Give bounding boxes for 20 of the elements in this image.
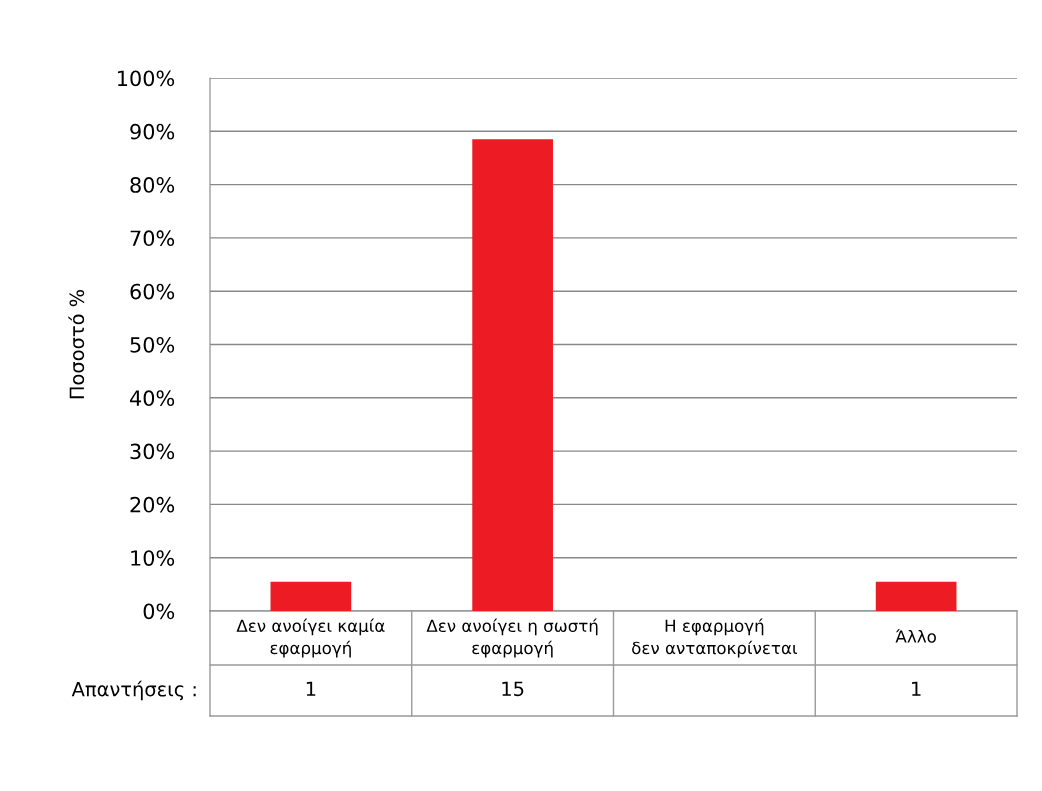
x-tick-label: Η εφαρμογή δεν ανταποκρίνεται — [632, 618, 797, 658]
x-tick-label: Δεν ανοίγει καμία εφαρμογή — [236, 618, 385, 658]
y-tick-label: 40% — [129, 390, 175, 407]
y-tick-label: 50% — [130, 336, 175, 353]
y-tick-label: 20% — [130, 496, 175, 513]
y-tick-label: 10% — [131, 550, 175, 566]
y-tick-label: 90% — [130, 123, 175, 140]
text: 15 — [502, 681, 524, 697]
x-tick-label: Δεν ανοίγει η σωστή εφαρμογή — [426, 618, 598, 658]
y-tick-label: 70% — [130, 230, 175, 247]
text: 1 — [306, 681, 316, 696]
y-axis-title: Ποσοστό % — [68, 289, 85, 399]
text: Απαντήσεις : — [71, 680, 196, 701]
y-tick-label: 30% — [130, 443, 175, 460]
y-tick-label: 0% — [143, 603, 175, 620]
text: 1 — [912, 681, 921, 696]
y-tick-label: 100% — [118, 70, 175, 87]
y-tick-label: 60% — [130, 283, 175, 300]
x-tick-label: Άλλο — [895, 629, 936, 643]
y-tick-label: 80% — [130, 177, 175, 193]
